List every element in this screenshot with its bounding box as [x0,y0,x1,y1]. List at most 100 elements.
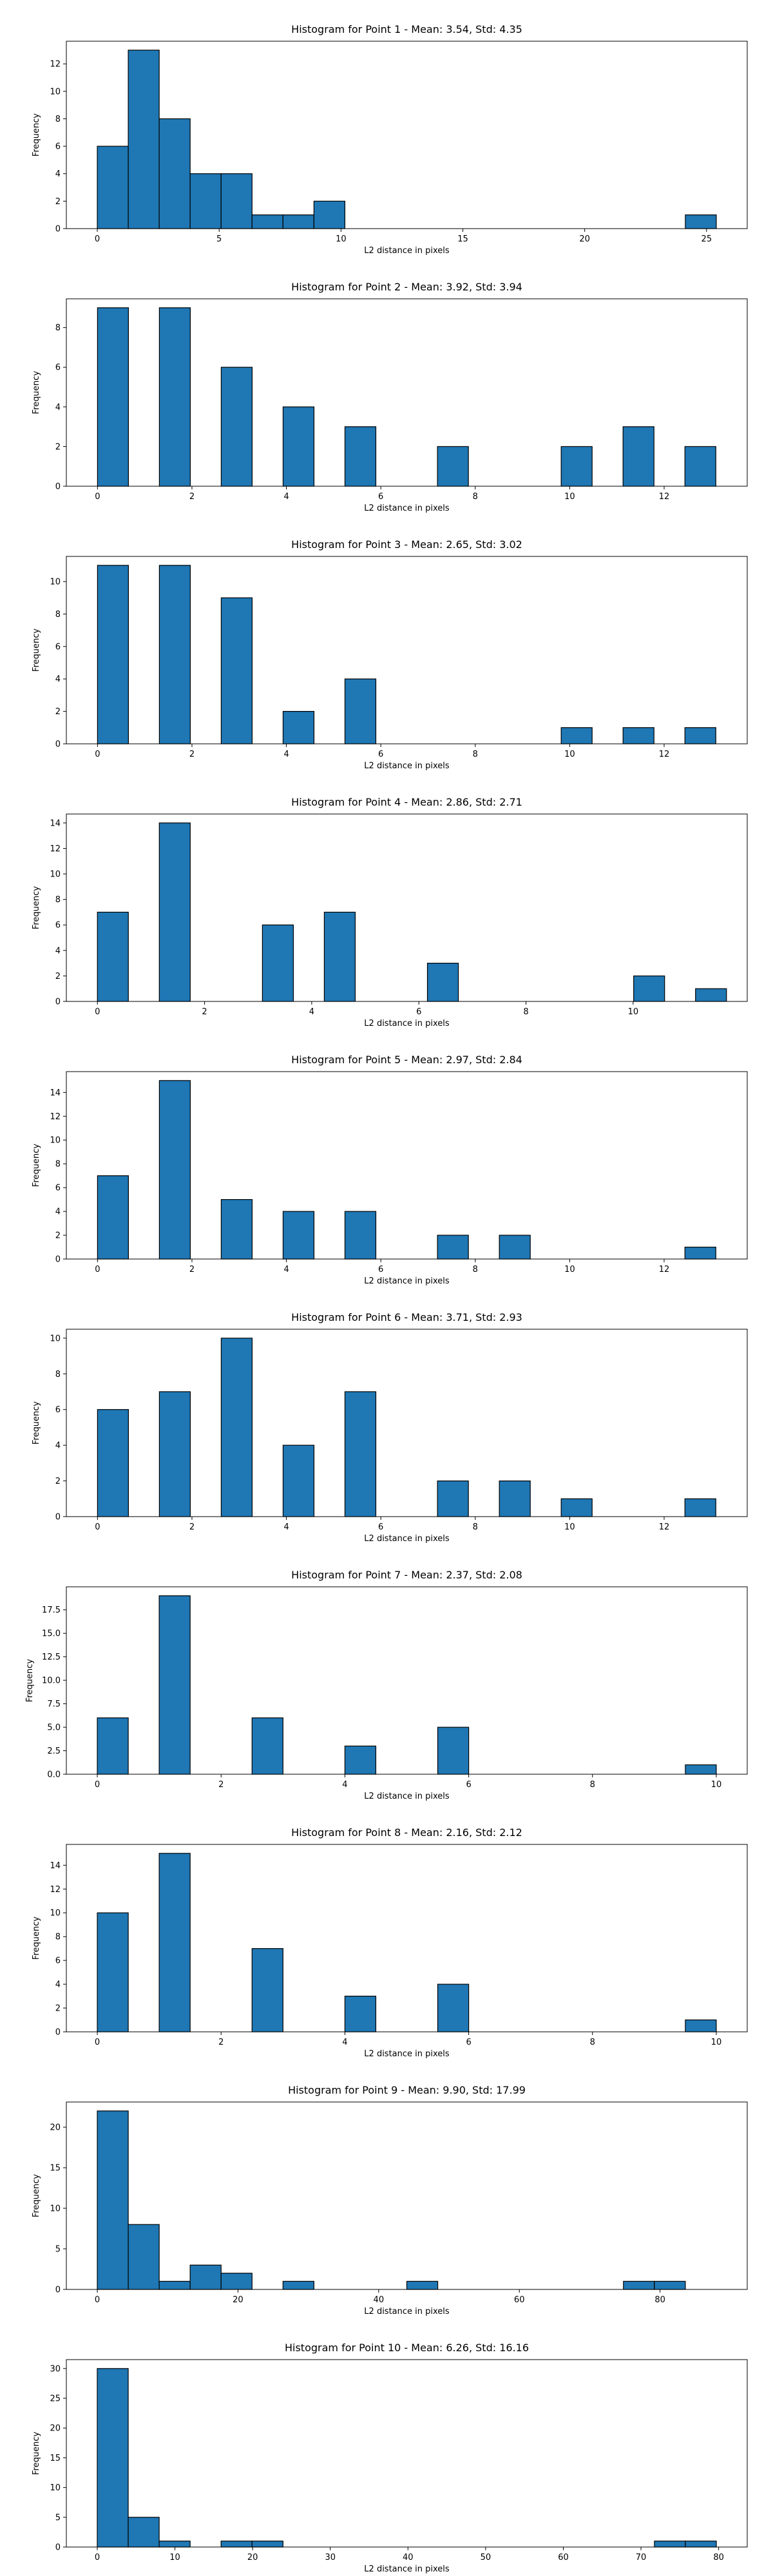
histogram-bar [344,1211,377,1260]
histogram-bar [437,1984,470,2032]
histogram-bar [282,1444,315,1517]
y-tick-label: 8 [55,323,61,333]
x-axis-label: L2 distance in pixels [364,1534,450,1544]
y-tick-label: 12 [50,1885,61,1895]
x-tick-label: 50 [481,2553,491,2562]
y-tick-label: 6 [55,921,61,931]
histogram-bar [158,2541,191,2548]
x-axis-label: L2 distance in pixels [364,761,450,771]
histogram-bar [158,565,191,744]
x-tick-label: 4 [283,750,289,759]
y-tick-label: 14 [50,819,61,828]
x-tick-label: 70 [636,2553,647,2562]
x-tick-label: 8 [473,492,478,502]
histogram-bar [282,711,315,744]
plot-frame [66,1329,748,1517]
x-tick-label: 10 [564,750,575,759]
x-tick-label: 5 [216,234,222,244]
x-tick-label: 2 [189,750,195,759]
histogram-bar [251,1717,283,1775]
y-tick-label: 12.5 [42,1653,61,1662]
x-tick-label: 10 [564,492,575,502]
x-tick-label: 6 [378,1265,383,1274]
chart-title: Histogram for Point 4 - Mean: 2.86, Std:… [291,796,522,808]
histogram-bar [97,1175,129,1260]
y-axis-label: Frequency [32,1401,41,1444]
histogram-bar [97,911,129,1002]
histogram-bar [437,1235,469,1260]
x-tick-label: 8 [473,1265,478,1274]
x-tick-label: 6 [378,492,383,502]
histogram-bar [406,2280,439,2290]
x-axis-label: L2 distance in pixels [364,2307,450,2316]
histogram-bar [685,2019,717,2032]
chart-title: Histogram for Point 5 - Mean: 2.97, Std:… [291,1054,522,1066]
histogram-bar [251,1948,283,2032]
x-tick-label: 2 [189,1265,195,1274]
y-tick-label: 0 [55,482,61,492]
y-tick-label: 2.5 [47,1747,61,1756]
histogram-bar [685,1764,717,1775]
histogram-bar [220,1199,253,1260]
plot-frame [66,298,748,487]
y-tick-label: 10 [50,870,61,880]
histogram-bar [654,2280,686,2290]
x-tick-label: 12 [659,1522,670,1532]
y-tick-label: 12 [50,844,61,854]
histogram-bar [437,446,469,487]
plot-frame [66,41,748,229]
x-tick-label: 10 [169,2553,180,2562]
histogram-bar [344,1745,377,1775]
histogram-bar [684,727,716,744]
y-axis-label: Frequency [32,1144,41,1187]
y-axis-label: Frequency [25,1659,35,1702]
x-tick-label: 2 [189,492,195,502]
plot-frame [66,556,748,744]
y-tick-label: 0 [55,1513,61,1522]
histogram-bar [344,1391,377,1517]
x-tick-label: 8 [590,2038,595,2047]
x-tick-label: 4 [309,1007,314,1017]
y-tick-label: 8 [55,895,61,905]
x-tick-label: 6 [378,1522,383,1532]
histogram-chart-7: Histogram for Point 7 - Mean: 2.37, Std:… [25,1569,748,1801]
histogram-bar [97,2110,129,2290]
y-tick-label: 10 [50,2204,61,2214]
histogram-bar [158,1080,191,1260]
y-tick-label: 4 [55,1980,61,1990]
chart-title: Histogram for Point 6 - Mean: 3.71, Std:… [291,1311,522,1323]
x-tick-label: 60 [514,2295,525,2305]
histogram-bar [313,200,346,229]
histogram-bar [189,2264,222,2290]
x-tick-label: 25 [701,234,712,244]
y-tick-label: 14 [50,1088,61,1098]
x-tick-label: 2 [189,1522,195,1532]
x-tick-label: 8 [473,750,478,759]
x-tick-label: 6 [416,1007,421,1017]
histogram-bar [282,406,315,487]
plot-frame [66,1071,748,1260]
x-tick-label: 4 [342,2038,347,2047]
y-tick-label: 2 [55,2004,61,2014]
x-tick-label: 2 [202,1007,207,1017]
y-tick-label: 5 [55,2245,61,2255]
histogram-bar [323,911,356,1002]
x-tick-label: 60 [558,2553,569,2562]
histogram-bar [560,1498,593,1517]
y-tick-label: 6 [55,363,61,373]
plot-frame [66,813,748,1002]
histogram-bar [158,1853,191,2032]
histogram-chart-10: Histogram for Point 10 - Mean: 6.26, Std… [32,2342,748,2574]
y-tick-label: 0 [55,1255,61,1265]
x-tick-label: 15 [457,234,468,244]
histogram-bar [282,2280,314,2290]
histogram-chart-9: Histogram for Point 9 - Mean: 9.90, Std:… [32,2084,748,2316]
plot-frame [66,1844,748,2032]
y-tick-label: 6 [55,1405,61,1415]
x-tick-label: 10 [564,1265,575,1274]
y-tick-label: 20 [50,2424,61,2434]
histogram-bar [344,426,377,487]
x-tick-label: 80 [654,2295,665,2305]
y-tick-label: 2 [55,707,61,717]
